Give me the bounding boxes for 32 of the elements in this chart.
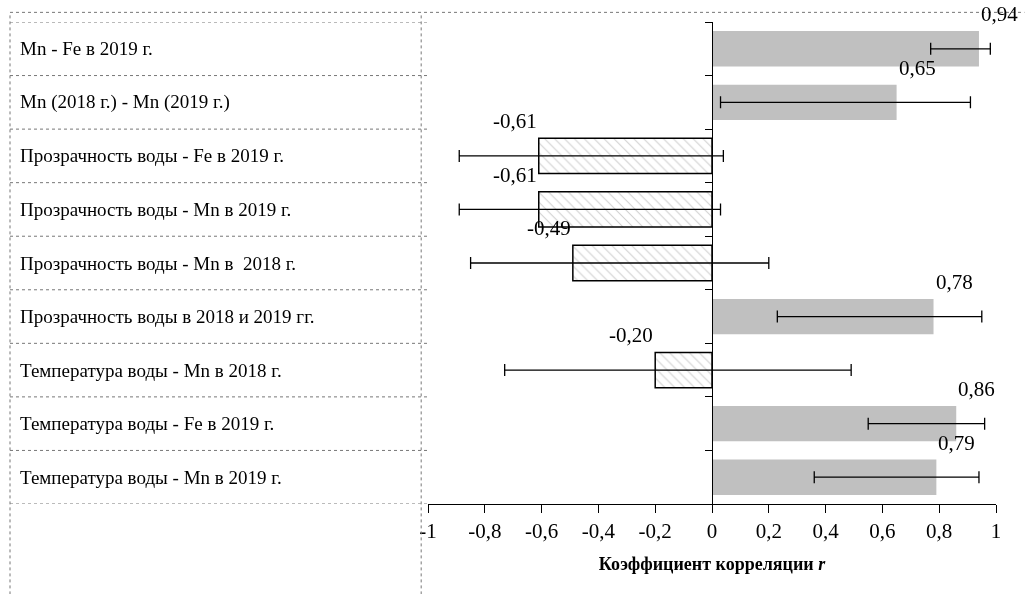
y-tick-label: Прозрачность воды - Fe в 2019 г.	[20, 145, 284, 166]
x-axis-title: Коэффициент корреляции r	[598, 554, 827, 575]
x-tick-label: 1	[990, 519, 1002, 544]
bar	[712, 84, 897, 121]
x-tick-label: -0,4	[581, 519, 616, 544]
data-label: 0,79	[938, 431, 975, 455]
bar	[712, 459, 937, 495]
y-tick-label: Температура воды - Mn в 2018 г.	[20, 360, 282, 381]
x-tick-label: 0,2	[755, 519, 782, 544]
y-tick-label: Температура воды - Fe в 2019 г.	[20, 413, 275, 434]
x-tick-label: -0,2	[638, 519, 672, 544]
data-label: 0,86	[958, 377, 995, 401]
y-tick-label: Температура воды - Mn в 2019 г.	[20, 467, 282, 488]
x-tick-label: -1	[419, 519, 437, 544]
x-tick-label: 0,4	[812, 519, 840, 544]
x-tick-label: 0,8	[926, 519, 953, 544]
y-tick-label: Прозрачность воды - Mn в 2019 г.	[20, 199, 292, 220]
bar	[712, 298, 934, 335]
data-label: 0,94	[981, 2, 1019, 26]
x-tick-label: 0	[706, 519, 718, 544]
data-label: 0,65	[899, 56, 936, 80]
y-tick-label: Прозрачность воды - Mn в 2018 г.	[20, 253, 297, 274]
y-tick-label: Прозрачность воды в 2018 и 2019 гг.	[20, 306, 315, 327]
y-tick-label: Mn - Fe в 2019 г.	[20, 38, 153, 59]
data-label: -0,61	[493, 163, 537, 187]
data-label: 0,78	[936, 270, 973, 294]
x-tick-label: 0,6	[869, 519, 896, 544]
y-tick-label: Mn (2018 г.) - Mn (2019 г.)	[20, 91, 230, 113]
x-tick-label: -0,8	[468, 519, 502, 544]
x-tick-label: -0,6	[524, 519, 559, 544]
data-label: -0,61	[493, 109, 537, 133]
data-label: -0,20	[609, 323, 653, 347]
